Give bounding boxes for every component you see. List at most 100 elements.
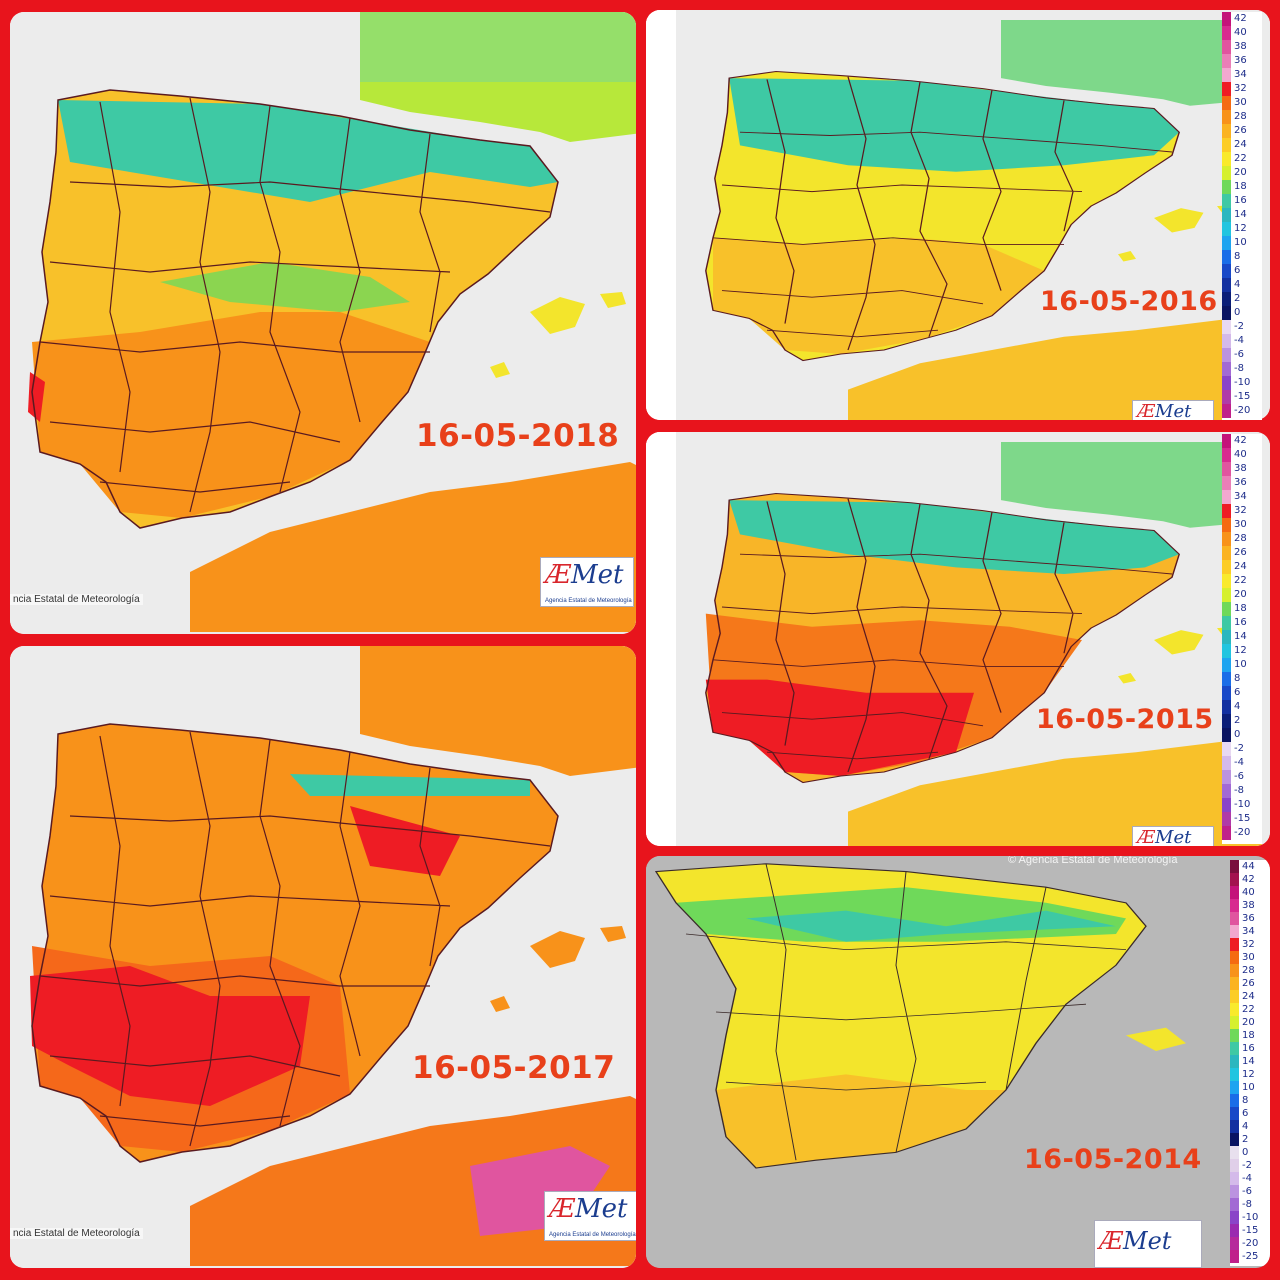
legend-label: 22 (1242, 1004, 1255, 1015)
legend-label: 6 (1234, 265, 1241, 276)
legend-entry: 6 (1230, 1107, 1270, 1120)
map-panel-2015: 16-05-2015 ÆMet (646, 432, 1270, 846)
legend-swatch (1222, 54, 1231, 68)
legend-label: 10 (1234, 237, 1247, 248)
legend-entry: 20 (1230, 1016, 1270, 1029)
legend-label: 36 (1234, 55, 1247, 66)
legend-label: -15 (1242, 1225, 1259, 1236)
legend-entry: 0 (1222, 306, 1262, 320)
legend-swatch (1230, 1029, 1239, 1042)
legend-entry: 42 (1230, 873, 1270, 886)
legend-label: 4 (1234, 279, 1241, 290)
legend-swatch (1230, 990, 1239, 1003)
legend-swatch (1222, 574, 1231, 588)
legend-label: 40 (1242, 887, 1255, 898)
legend-swatch (1222, 404, 1231, 418)
legend-entry: 12 (1222, 644, 1262, 658)
legend-swatch (1230, 1107, 1239, 1120)
aemet-logo-2014: ÆMet (1094, 1220, 1202, 1268)
legend-swatch (1222, 208, 1231, 222)
legend-entry: 16 (1222, 616, 1262, 630)
legend-label: 2 (1234, 293, 1241, 304)
legend-swatch (1222, 390, 1231, 404)
legend-swatch (1230, 1159, 1239, 1172)
temperature-map-2018 (10, 12, 636, 634)
legend-swatch (1222, 334, 1231, 348)
legend-swatch (1230, 1016, 1239, 1029)
legend-entry: 26 (1222, 124, 1262, 138)
legend-swatch (1222, 728, 1231, 742)
legend-entry: -20 (1222, 826, 1262, 840)
legend-label: 24 (1242, 991, 1255, 1002)
legend-swatch (1230, 1185, 1239, 1198)
legend-swatch (1222, 166, 1231, 180)
legend-label: -8 (1234, 785, 1244, 796)
legend-swatch (1222, 714, 1231, 728)
legend-entry: -15 (1230, 1224, 1270, 1237)
legend-swatch (1230, 912, 1239, 925)
legend-label: 36 (1242, 913, 1255, 924)
legend-label: 22 (1234, 153, 1247, 164)
legend-entry: 34 (1222, 68, 1262, 82)
legend-label: 2 (1242, 1134, 1249, 1145)
aemet-logo-2017: ÆMet Agencia Estatal de Meteorología (544, 1191, 636, 1241)
legend-label: 18 (1242, 1030, 1255, 1041)
legend-entry: 10 (1222, 658, 1262, 672)
legend-label: -25 (1242, 1251, 1259, 1262)
legend-entry: -4 (1222, 334, 1262, 348)
legend-entry: 12 (1222, 222, 1262, 236)
legend-label: -10 (1234, 799, 1251, 810)
legend-entry: 20 (1222, 588, 1262, 602)
legend-label: 38 (1234, 41, 1247, 52)
legend-label: 34 (1234, 491, 1247, 502)
legend-swatch (1222, 264, 1231, 278)
legend-label: 28 (1234, 111, 1247, 122)
legend-swatch (1222, 616, 1231, 630)
legend-entry: 2 (1222, 292, 1262, 306)
legend-entry: 44 (1230, 860, 1270, 873)
legend-swatch (1230, 1094, 1239, 1107)
legend-entry: -2 (1222, 320, 1262, 334)
legend-swatch (1230, 1068, 1239, 1081)
legend-label: 22 (1234, 575, 1247, 586)
date-label-2014: 16-05-2014 (1024, 1144, 1202, 1175)
legend-label: 44 (1242, 861, 1255, 872)
legend-label: 24 (1234, 139, 1247, 150)
legend-entry: 8 (1222, 672, 1262, 686)
legend-label: 30 (1234, 519, 1247, 530)
legend-entry: 22 (1222, 574, 1262, 588)
legend-label: -10 (1242, 1212, 1259, 1223)
legend-entry: 40 (1222, 26, 1262, 40)
legend-entry: 14 (1230, 1055, 1270, 1068)
legend-rows: 42 40 38 36 34 32 30 28 26 24 22 20 18 16 14 12 10 8 6 4 2 0-… (1222, 434, 1262, 840)
legend-swatch (1230, 899, 1239, 912)
legend-entry: 28 (1230, 964, 1270, 977)
legend-swatch (1230, 1081, 1239, 1094)
legend-swatch (1230, 1250, 1239, 1263)
legend-swatch (1230, 886, 1239, 899)
legend-label: -6 (1234, 349, 1244, 360)
legend-label: 28 (1234, 533, 1247, 544)
legend-swatch (1222, 602, 1231, 616)
legend-swatch (1222, 686, 1231, 700)
legend-swatch (1230, 1146, 1239, 1159)
legend-entry: -6 (1222, 348, 1262, 362)
legend-entry: 30 (1222, 518, 1262, 532)
legend-swatch (1222, 292, 1231, 306)
legend-swatch (1222, 784, 1231, 798)
legend-swatch (1222, 658, 1231, 672)
legend-label: 0 (1234, 729, 1241, 740)
legend-swatch (1222, 362, 1231, 376)
legend-swatch (1230, 873, 1239, 886)
legend-entry: -8 (1222, 784, 1262, 798)
legend-entry: -4 (1230, 1172, 1270, 1185)
date-label-2016: 16-05-2016 (1040, 286, 1218, 317)
legend-swatch (1222, 306, 1231, 320)
legend-entry: -6 (1222, 770, 1262, 784)
map-panel-2014: © Agencia Estatal de Meteorología 16-05-… (646, 856, 1270, 1268)
aemet-logo-icon: ÆMet (549, 1194, 628, 1224)
legend-label: 26 (1234, 547, 1247, 558)
legend-label: 4 (1242, 1121, 1249, 1132)
legend-label: 20 (1234, 167, 1247, 178)
legend-label: 38 (1234, 463, 1247, 474)
